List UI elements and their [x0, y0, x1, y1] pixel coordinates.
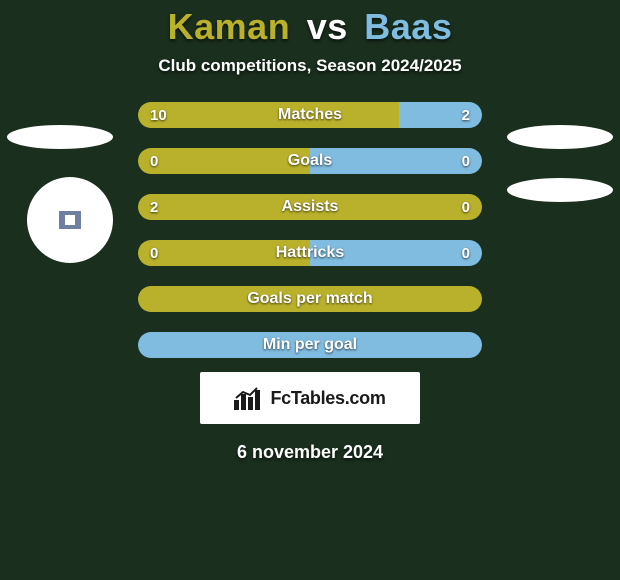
stat-value-right: 0: [462, 194, 470, 220]
stat-label: Hattricks: [138, 240, 482, 266]
stat-value-left: 10: [150, 102, 167, 128]
title-vs: vs: [307, 6, 348, 47]
stat-label: Matches: [138, 102, 482, 128]
player1-name: Kaman: [168, 6, 291, 47]
stat-value-right: 0: [462, 148, 470, 174]
stat-label: Assists: [138, 194, 482, 220]
stat-row: Hattricks0 0: [138, 240, 482, 266]
stat-row: Min per goal: [138, 332, 482, 358]
stat-row: Matches10 2: [138, 102, 482, 128]
stat-value-right: 2: [462, 102, 470, 128]
content-area: Kaman vs Baas Club competitions, Season …: [0, 0, 620, 580]
stats-container: Matches102Goals00Assists20Hattricks00Goa…: [138, 102, 482, 358]
stat-row: Goals per match: [138, 286, 482, 312]
subtitle: Club competitions, Season 2024/2025: [0, 56, 620, 76]
stat-row: Goals0 0: [138, 148, 482, 174]
source-badge: FcTables.com: [200, 372, 420, 424]
stat-value-right: 0: [462, 240, 470, 266]
date-label: 6 november 2024: [0, 442, 620, 463]
stat-label: Min per goal: [138, 332, 482, 358]
stat-label: Goals: [138, 148, 482, 174]
stat-value-left: 0: [150, 148, 158, 174]
fctables-text: FcTables.com: [270, 388, 385, 409]
fctables-logo: FcTables.com: [234, 386, 385, 410]
stat-label: Goals per match: [138, 286, 482, 312]
stat-value-left: 0: [150, 240, 158, 266]
stat-value-left: 2: [150, 194, 158, 220]
bars-icon: [234, 386, 264, 410]
page-title: Kaman vs Baas: [0, 6, 620, 48]
player2-name: Baas: [364, 6, 452, 47]
stat-row: Assists2 0: [138, 194, 482, 220]
